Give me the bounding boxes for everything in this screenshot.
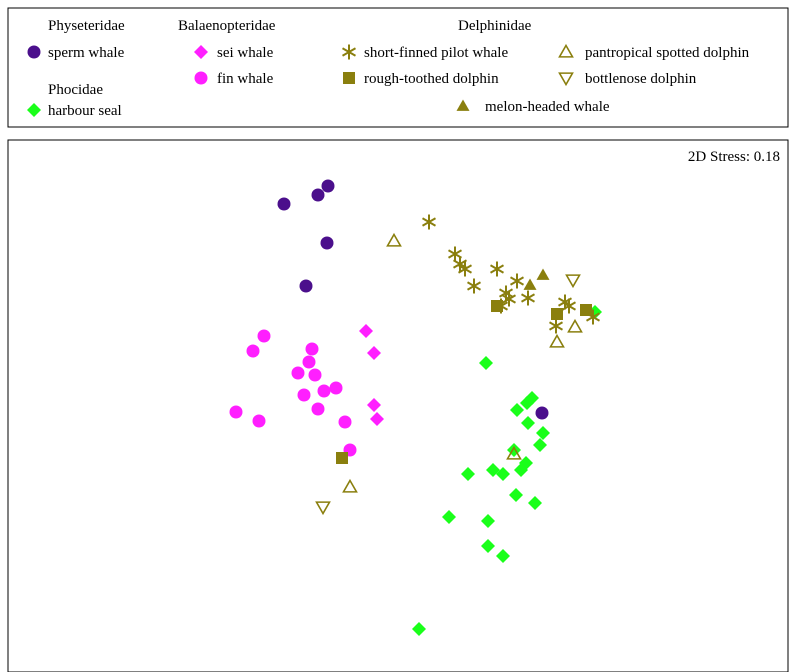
data-point [496, 467, 510, 481]
legend-group-title: Balaenopteridae [178, 18, 276, 34]
data-point [535, 406, 549, 420]
data-point [315, 501, 331, 516]
data-point [317, 384, 331, 398]
data-point [442, 510, 456, 524]
legend-label: fin whale [217, 71, 274, 87]
data-point [367, 346, 381, 360]
legend-label: pantropical spotted dolphin [585, 45, 750, 61]
data-point [252, 414, 266, 428]
legend-marker [27, 45, 41, 59]
stress-annotation: 2D Stress: 0.18 [688, 149, 780, 165]
scatter-points [229, 179, 602, 636]
legend-label: melon-headed whale [485, 99, 610, 115]
data-point [370, 412, 384, 426]
data-point [510, 403, 524, 417]
data-point [481, 514, 495, 528]
data-point [567, 318, 583, 333]
data-point [311, 188, 325, 202]
legend-label: rough-toothed dolphin [364, 71, 499, 87]
data-point [523, 278, 537, 290]
data-point [299, 279, 313, 293]
data-point [291, 366, 305, 380]
data-point [367, 398, 381, 412]
data-point [520, 396, 534, 410]
legend-marker [558, 72, 574, 87]
data-point [481, 539, 495, 553]
legend-marker [194, 45, 208, 59]
data-point [580, 304, 592, 316]
data-point [549, 318, 563, 334]
data-point [359, 324, 373, 338]
data-point [514, 463, 528, 477]
data-point [562, 298, 576, 314]
data-point [329, 381, 343, 395]
legend-marker [558, 43, 574, 58]
data-point [521, 416, 535, 430]
legend-label: bottlenose dolphin [585, 71, 697, 87]
data-point [510, 273, 524, 289]
data-point [461, 467, 475, 481]
data-point [536, 268, 550, 280]
plot-frame [7, 139, 789, 672]
legend-group-title: Phocidae [48, 82, 103, 98]
data-point [496, 549, 510, 563]
data-point [533, 438, 547, 452]
data-point [536, 426, 550, 440]
data-point [565, 274, 581, 289]
legend-label: harbour seal [48, 103, 122, 119]
legend-group-title: Physeteridae [48, 18, 125, 34]
data-point [342, 478, 358, 493]
legend-marker [456, 99, 470, 111]
legend-group-title: Delphinidae [458, 18, 532, 34]
data-point [308, 368, 322, 382]
legend-box [7, 7, 789, 128]
data-point [458, 261, 472, 277]
data-point [490, 261, 504, 277]
legend: Physeteridae Phocidae Balaenopteridae De… [27, 18, 750, 119]
data-point [246, 344, 260, 358]
data-point [467, 278, 481, 294]
legend-marker [343, 72, 355, 84]
data-point [491, 300, 503, 312]
data-point [277, 197, 291, 211]
legend-marker [194, 71, 208, 85]
data-point [509, 488, 523, 502]
data-point [412, 622, 426, 636]
data-point [297, 388, 311, 402]
data-point [551, 308, 563, 320]
data-point [305, 342, 319, 356]
legend-marker [342, 44, 356, 60]
data-point [549, 333, 565, 348]
data-point [506, 445, 522, 460]
data-point [521, 290, 535, 306]
legend-label: short-finned pilot whale [364, 45, 508, 61]
data-point [302, 355, 316, 369]
legend-label: sei whale [217, 45, 274, 61]
data-point [320, 236, 334, 250]
legend-marker [27, 103, 41, 117]
data-point [479, 356, 493, 370]
data-point [528, 496, 542, 510]
data-point [229, 405, 243, 419]
data-point [257, 329, 271, 343]
legend-label: sperm whale [48, 45, 125, 61]
data-point [338, 415, 352, 429]
data-point [336, 452, 348, 464]
data-point [502, 291, 516, 307]
data-point [321, 179, 335, 193]
data-point [311, 402, 325, 416]
data-point [422, 214, 436, 230]
data-point [386, 232, 402, 247]
